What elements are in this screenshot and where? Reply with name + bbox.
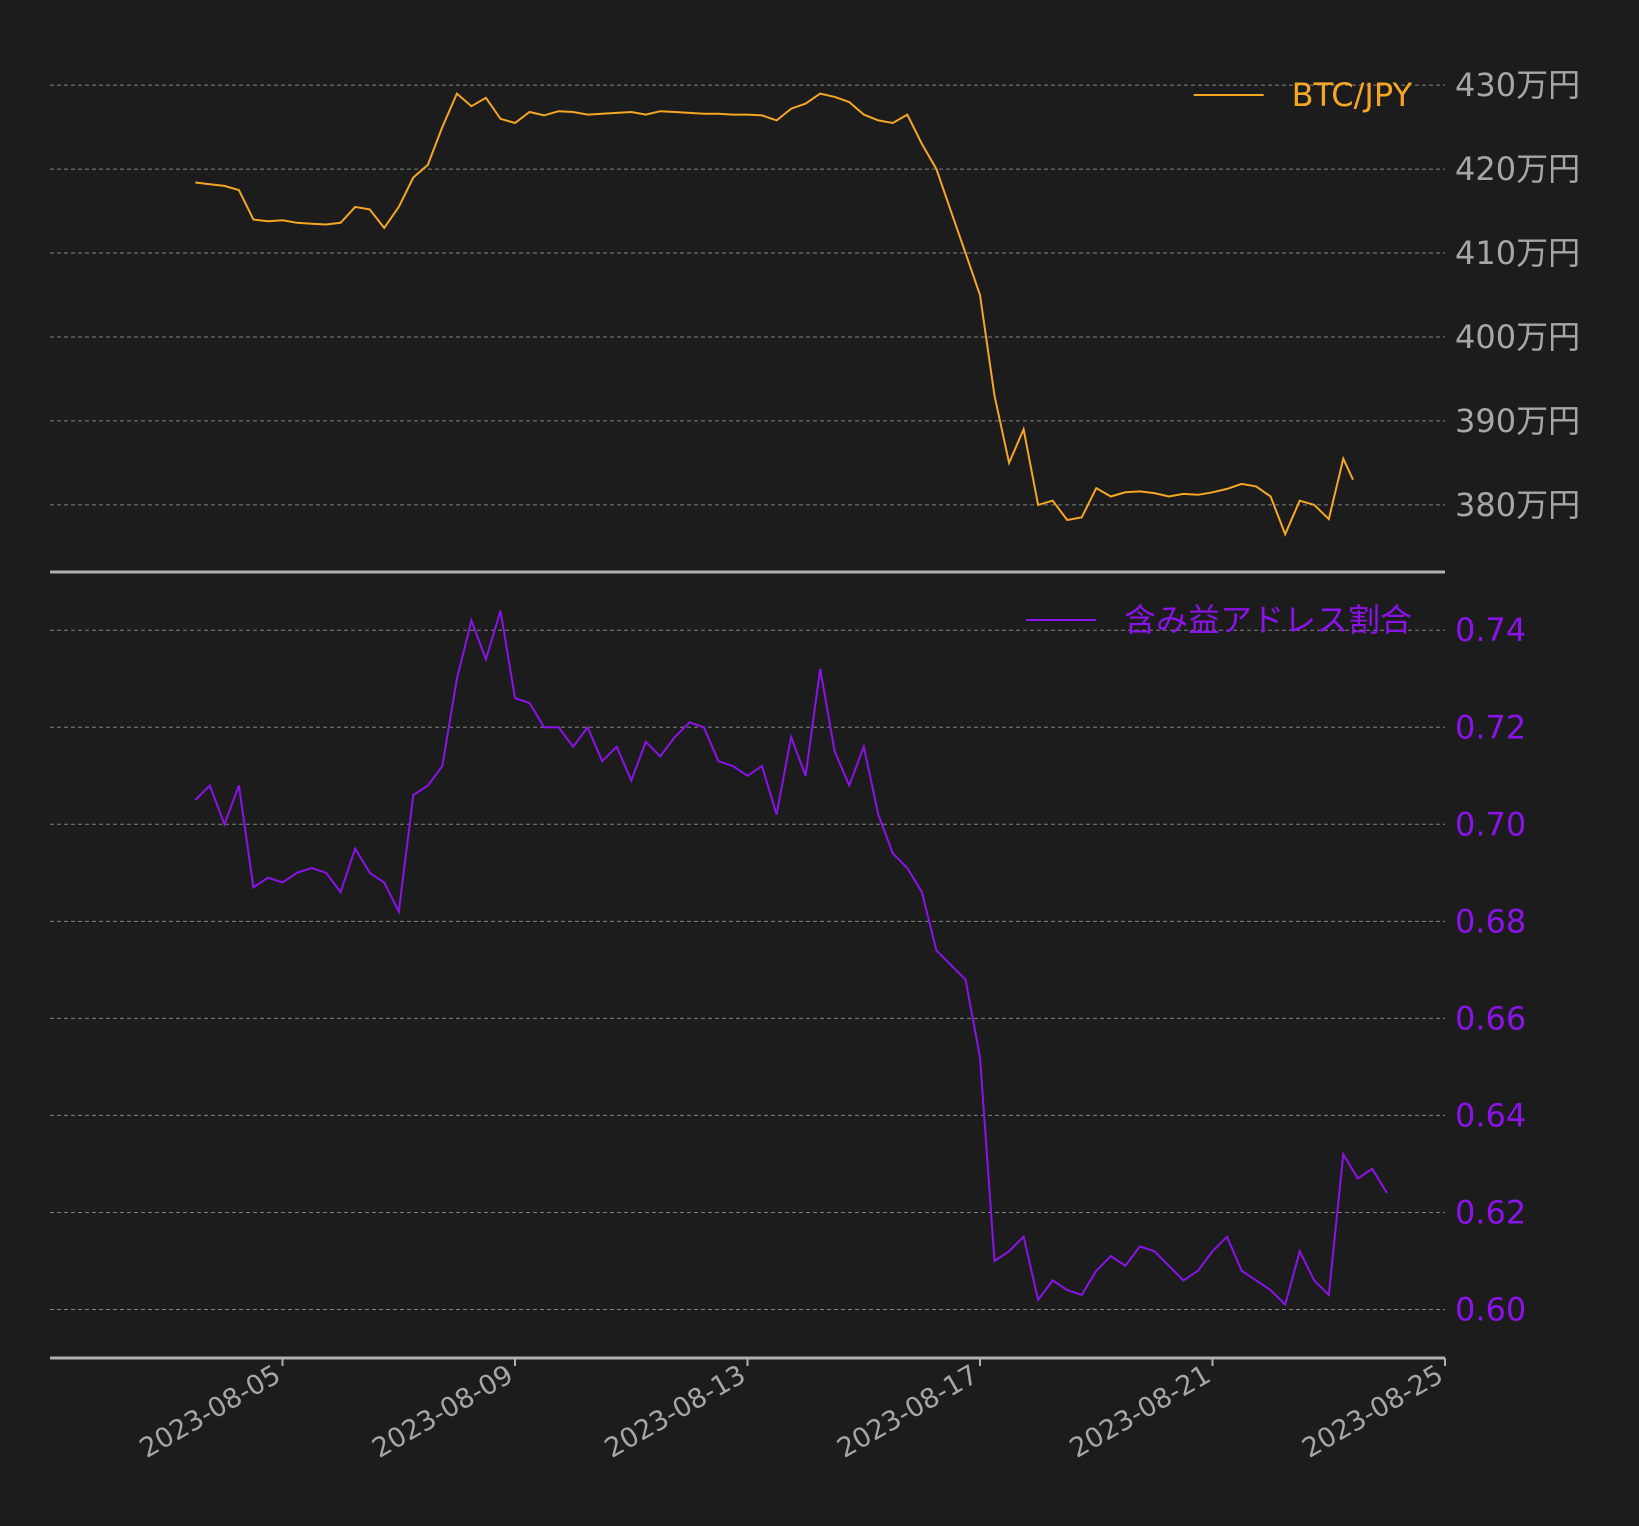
btc-legend: BTC/JPY — [1193, 76, 1413, 114]
btc-gridlines — [50, 84, 1445, 506]
y-tick-label: 400万円 — [1455, 318, 1580, 356]
y-tick-label: 410万円 — [1455, 234, 1580, 272]
y-tick-label: 0.70 — [1455, 805, 1526, 843]
profit-ratio-line — [194, 610, 1388, 1307]
ratio-legend-label: 含み益アドレス割合 — [1124, 601, 1412, 639]
y-tick-label: 0.64 — [1455, 1096, 1526, 1134]
y-tick-label: 0.66 — [1455, 999, 1526, 1037]
y-tick-label: 0.72 — [1455, 708, 1526, 746]
y-tick-label: 430万円 — [1455, 66, 1580, 104]
ratio-y-axis-ticks: 0.74 0.72 0.70 0.68 0.66 0.64 0.62 0.60 — [1455, 611, 1526, 1328]
y-tick-label: 420万円 — [1455, 150, 1580, 188]
profit-ratio-panel: 0.74 0.72 0.70 0.68 0.66 0.64 0.62 0.60 含み益アドレス… — [50, 601, 1526, 1328]
y-tick-label: 0.68 — [1455, 902, 1526, 940]
y-tick-label: 0.74 — [1455, 611, 1526, 649]
y-tick-label: 390万円 — [1455, 402, 1580, 440]
y-tick-label: 380万円 — [1455, 486, 1580, 524]
ratio-gridlines — [50, 629, 1445, 1310]
ratio-legend: 含み益アドレス割合 — [1025, 601, 1412, 639]
btc-legend-label: BTC/JPY — [1292, 76, 1413, 114]
btc-y-axis-ticks: 430万円 420万円 410万円 400万円 390万円 380万円 — [1455, 66, 1580, 524]
btc-price-panel: 430万円 420万円 410万円 400万円 390万円 380万円 BTC/JPY — [50, 66, 1580, 537]
btc-price-line — [195, 91, 1354, 537]
y-tick-label: 0.60 — [1455, 1290, 1526, 1328]
y-tick-label: 0.62 — [1455, 1193, 1526, 1231]
